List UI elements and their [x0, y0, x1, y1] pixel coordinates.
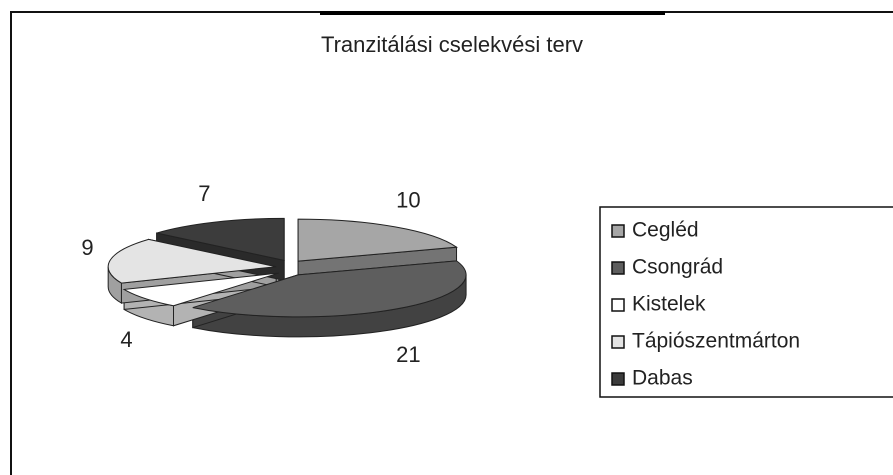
data-label: 9 [81, 235, 93, 260]
data-label: 7 [198, 181, 210, 206]
legend-label: Kistelek [632, 293, 706, 316]
legend-swatch [611, 298, 625, 312]
legend-label: Csongrád [632, 256, 723, 279]
slice [156, 217, 285, 261]
data-label: 21 [396, 342, 420, 367]
slice [192, 260, 467, 318]
legend-swatch [611, 261, 625, 275]
legend-label: Tápiószentmárton [632, 330, 800, 353]
legend-box [599, 206, 893, 398]
slice [107, 238, 277, 284]
data-label: 4 [120, 327, 132, 352]
chart-title: Tranzitálási cselekvési terv [321, 32, 583, 57]
legend-label: Cegléd [632, 219, 699, 242]
slice [122, 272, 279, 307]
legend-swatch [611, 224, 625, 238]
legend-swatch [611, 372, 625, 386]
legend-label: Dabas [632, 367, 693, 390]
slice [297, 218, 458, 262]
legend-swatch [611, 335, 625, 349]
data-label: 10 [396, 188, 420, 213]
